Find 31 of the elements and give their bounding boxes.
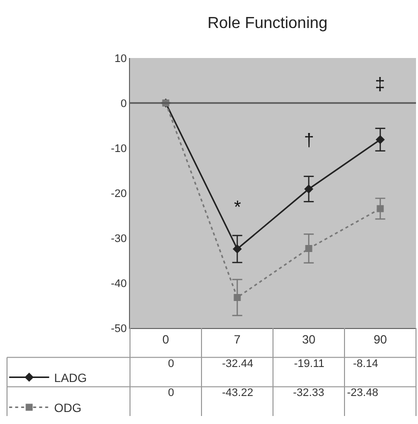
x-tick-label: 90 [374, 332, 388, 346]
point [304, 184, 314, 194]
annotation: * [234, 197, 242, 217]
y-tick-label: -20 [110, 188, 127, 200]
data-label: -8.14 [353, 358, 378, 370]
y-tick-label: -50 [110, 322, 127, 335]
annotation: ‡ [375, 74, 386, 94]
y-tick-label: -40 [110, 278, 127, 290]
chart-title: Role Functioning [207, 15, 328, 32]
point [376, 135, 385, 144]
point [305, 244, 312, 252]
y-tick-label: 0 [120, 98, 127, 110]
data-label: -32.33 [293, 387, 324, 399]
point [234, 294, 241, 301]
data-label: 0 [168, 358, 174, 370]
data-label: -43.22 [222, 387, 254, 399]
y-tick-label: -10 [110, 142, 127, 155]
legend-label: LADG [54, 370, 87, 385]
x-tick-label: 0 [162, 332, 170, 346]
legend-label: ODG [54, 400, 82, 415]
data-label: -23.48 [347, 387, 378, 399]
annotation: † [304, 130, 314, 150]
x-tick-label: 7 [234, 332, 241, 346]
data-label: -19.11 [294, 358, 324, 370]
data-label: 0 [168, 387, 174, 399]
data-label: -32.44 [222, 358, 254, 370]
y-tick-label: -30 [110, 232, 127, 245]
x-tick-label: 30 [302, 332, 316, 346]
point [232, 244, 242, 254]
y-tick-label: 10 [114, 52, 127, 65]
point [376, 205, 384, 212]
